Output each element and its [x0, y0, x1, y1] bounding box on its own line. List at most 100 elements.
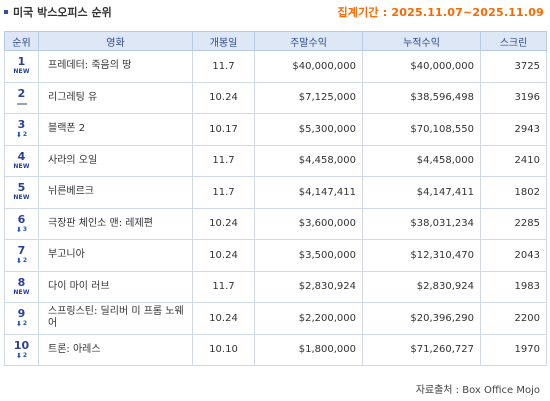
rank-number: 8 [17, 275, 26, 289]
column-header-release-date: 개봉일 [192, 31, 255, 51]
release-date: 10.24 [192, 302, 255, 335]
table-row: 3 ⬇ 2 블랙폰 2 10.17 $5,300,000 $70,108,550 … [4, 113, 547, 146]
rank-change-value: 3 [22, 225, 28, 233]
release-date: 11.7 [192, 144, 255, 177]
rank-cell: 4 NEW [4, 144, 39, 177]
rank-cell: 9 ⬇ 2 [4, 302, 39, 335]
aggregation-period: 집계기간 : 2025.11.07~2025.11.09 [337, 6, 544, 19]
weekend-gross: $1,800,000 [254, 333, 363, 366]
movie-title-link[interactable]: 뉘른베르크 [38, 176, 193, 209]
rank-down-indicator: ⬇ 3 [16, 226, 27, 234]
screen-count: 2043 [480, 239, 547, 272]
rank: 6 ⬇ 3 [5, 214, 38, 234]
arrow-down-icon: ⬇ [15, 225, 22, 234]
rank-down-indicator: ⬇ 2 [16, 352, 27, 360]
table-body: 1 NEW 프레데터: 죽음의 땅 11.7 $40,000,000 $40,0… [4, 50, 547, 366]
column-header-movie: 영화 [38, 31, 193, 51]
rank-number: 2 [17, 86, 26, 100]
total-gross: $40,000,000 [362, 50, 481, 83]
widget-title: 미국 박스오피스 순위 [4, 4, 112, 20]
movie-title-link[interactable]: 블랙폰 2 [38, 113, 193, 146]
screen-count: 3725 [480, 50, 547, 83]
screen-count: 2200 [480, 302, 547, 335]
movie-title-link[interactable]: 스프링스틴: 딜리버 미 프롬 노웨어 [38, 302, 193, 335]
rank-cell: 8 NEW [4, 270, 39, 303]
arrow-down-icon: ⬇ [15, 257, 22, 266]
release-date: 11.7 [192, 50, 255, 83]
rank: 4 NEW [5, 151, 38, 171]
movie-title-link[interactable]: 리그레팅 유 [38, 81, 193, 114]
rank-change-value: 2 [22, 351, 28, 359]
movie-title-link[interactable]: 프레데터: 죽음의 땅 [38, 50, 193, 83]
movie-title-link[interactable]: 사라의 오일 [38, 144, 193, 177]
table-row: 9 ⬇ 2 스프링스틴: 딜리버 미 프롬 노웨어 10.24 $2,200,00… [4, 302, 547, 335]
release-date: 11.7 [192, 176, 255, 209]
weekend-gross: $2,830,924 [254, 270, 363, 303]
release-date: 10.17 [192, 113, 255, 146]
screen-count: 2410 [480, 144, 547, 177]
movie-title-link[interactable]: 부고니아 [38, 239, 193, 272]
rank: 8 NEW [5, 277, 38, 297]
rank: 1 NEW [5, 56, 38, 76]
column-header-rank: 순위 [4, 31, 39, 51]
arrow-down-icon: ⬇ [15, 131, 22, 140]
total-gross: $38,596,498 [362, 81, 481, 114]
movie-title-link[interactable]: 다이 마이 러브 [38, 270, 193, 303]
weekend-gross: $40,000,000 [254, 50, 363, 83]
screen-count: 1802 [480, 176, 547, 209]
weekend-gross: $4,147,411 [254, 176, 363, 209]
rank-down-indicator: ⬇ 2 [16, 257, 27, 265]
table-row: 2 리그레팅 유 10.24 $7,125,000 $38,596,498 31… [4, 81, 547, 114]
rank-cell: 6 ⬇ 3 [4, 207, 39, 240]
arrow-down-icon: ⬇ [15, 351, 22, 360]
total-gross: $71,260,727 [362, 333, 481, 366]
rank-number: 10 [13, 338, 30, 352]
weekend-gross: $2,200,000 [254, 302, 363, 335]
data-source: 자료출처 : Box Office Mojo [415, 385, 540, 396]
total-gross: $4,458,000 [362, 144, 481, 177]
screen-count: 1983 [480, 270, 547, 303]
weekend-gross: $5,300,000 [254, 113, 363, 146]
widget-title-text: 미국 박스오피스 순위 [13, 6, 112, 19]
release-date: 10.24 [192, 207, 255, 240]
rank-number: 7 [17, 244, 26, 258]
weekend-gross: $3,600,000 [254, 207, 363, 240]
rank-down-indicator: ⬇ 2 [16, 131, 27, 139]
screen-count: 2943 [480, 113, 547, 146]
total-gross: $20,396,290 [362, 302, 481, 335]
rank: 9 ⬇ 2 [5, 308, 38, 328]
new-badge: NEW [13, 68, 30, 76]
rank: 10 ⬇ 2 [5, 340, 38, 360]
column-header-weekend-gross: 주말수익 [254, 31, 363, 51]
rank-cell: 5 NEW [4, 176, 39, 209]
rank-number: 3 [17, 118, 26, 132]
rank-number: 5 [17, 181, 26, 195]
boxoffice-table: 순위 영화 개봉일 주말수익 누적수익 스크린 1 NEW 프레데터: 죽음의 … [4, 31, 547, 366]
movie-title-link[interactable]: 트론: 아레스 [38, 333, 193, 366]
total-gross: $4,147,411 [362, 176, 481, 209]
weekend-gross: $7,125,000 [254, 81, 363, 114]
screen-count: 3196 [480, 81, 547, 114]
weekend-gross: $3,500,000 [254, 239, 363, 272]
table-row: 6 ⬇ 3 극장판 체인소 맨: 레제편 10.24 $3,600,000 $38… [4, 207, 547, 240]
new-badge: NEW [13, 162, 30, 170]
table-row: 4 NEW 사라의 오일 11.7 $4,458,000 $4,458,000 … [4, 144, 547, 177]
release-date: 10.10 [192, 333, 255, 366]
table-row: 10 ⬇ 2 트론: 아레스 10.10 $1,800,000 $71,260,7… [4, 333, 547, 366]
rank-down-indicator: ⬇ 2 [16, 320, 27, 328]
rank-number: 9 [17, 307, 26, 321]
movie-title-link[interactable]: 극장판 체인소 맨: 레제편 [38, 207, 193, 240]
rank-change-value: 2 [22, 320, 28, 328]
rank-cell: 1 NEW [4, 50, 39, 83]
rank-cell: 10 ⬇ 2 [4, 333, 39, 366]
weekend-gross: $4,458,000 [254, 144, 363, 177]
rank: 3 ⬇ 2 [5, 119, 38, 139]
release-date: 11.7 [192, 270, 255, 303]
new-badge: NEW [13, 288, 30, 296]
screen-count: 2285 [480, 207, 547, 240]
rank: 2 [5, 88, 38, 108]
rank-cell: 2 [4, 81, 39, 114]
total-gross: $12,310,470 [362, 239, 481, 272]
square-bullet-icon [4, 10, 8, 14]
